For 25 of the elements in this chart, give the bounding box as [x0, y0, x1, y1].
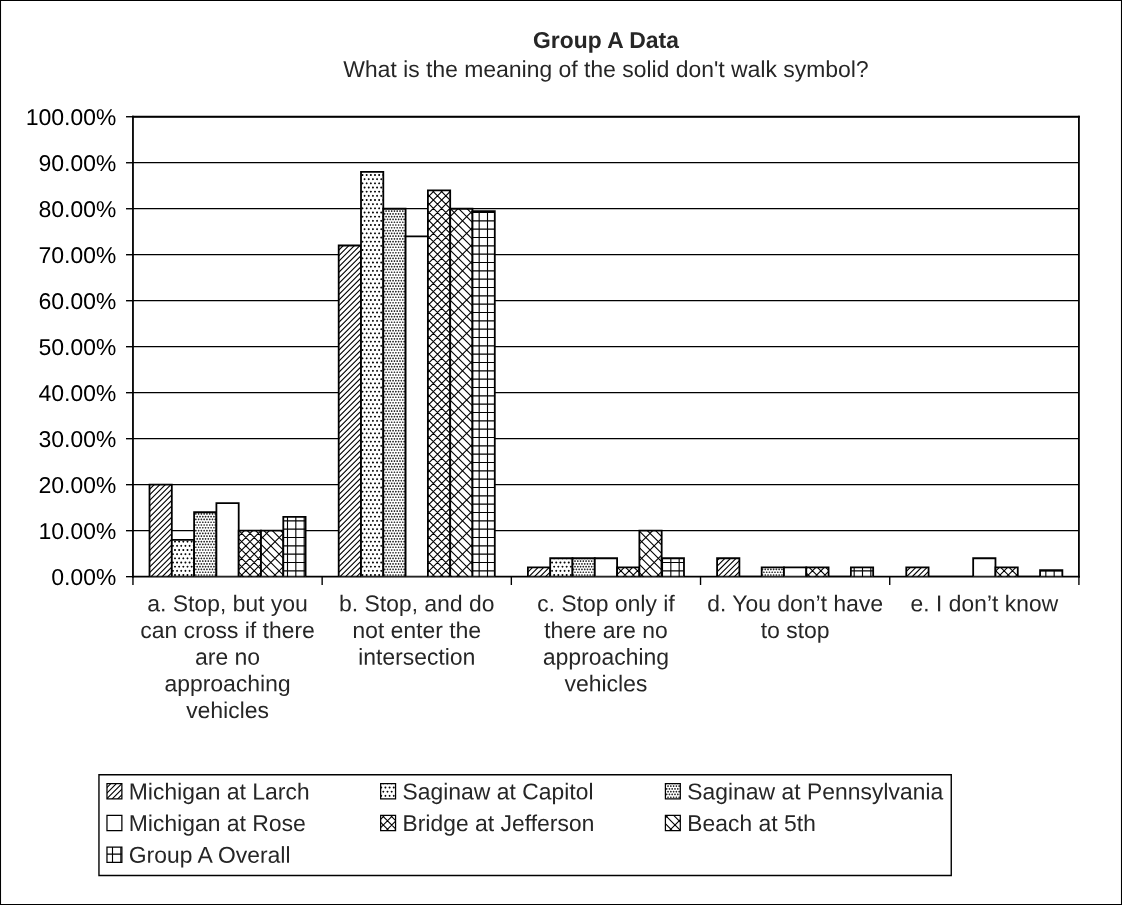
y-tick-label: 30.00% — [39, 430, 116, 448]
legend-label: Group A Overall — [129, 846, 289, 868]
x-tick-label: b. Stop, and do not enter the intersection — [340, 594, 494, 665]
x-tick-label: a. Stop, but you can cross if there are no approaching vehicles — [141, 594, 314, 719]
legend-label: Saginaw at Capitol — [403, 782, 592, 805]
y-tick-label: 40.00% — [39, 385, 116, 402]
y-tick-label: 90.00% — [39, 155, 116, 172]
y-tick-label: 70.00% — [39, 247, 116, 264]
chart-subtitle: What is the meaning of the solid don't walk symbol? — [343, 60, 868, 82]
x-tick-label: d. You don’t have to stop — [708, 594, 883, 643]
y-tick-label: 10.00% — [40, 522, 116, 540]
legend-label: Bridge at Jefferson — [404, 814, 593, 836]
y-tick-label: 0.00% — [52, 568, 116, 586]
legend-label: Michigan at Rose — [130, 814, 305, 836]
legend-label: Michigan at Larch — [130, 782, 309, 805]
legend-label: Beach at 5th — [689, 814, 815, 832]
legend-label: Saginaw at Pennsylvania — [688, 782, 944, 805]
y-tick-label: 50.00% — [39, 339, 116, 356]
chart-title: Group A Data — [533, 31, 680, 53]
y-tick-label: 20.00% — [39, 476, 116, 494]
y-tick-label: 60.00% — [39, 293, 116, 310]
x-tick-label: e. I don’t know — [911, 594, 1059, 612]
y-tick-label: 80.00% — [39, 201, 116, 218]
y-tick-label: 100.00% — [27, 109, 116, 126]
x-tick-label: c. Stop only if there are no approaching vehicles — [538, 594, 675, 692]
